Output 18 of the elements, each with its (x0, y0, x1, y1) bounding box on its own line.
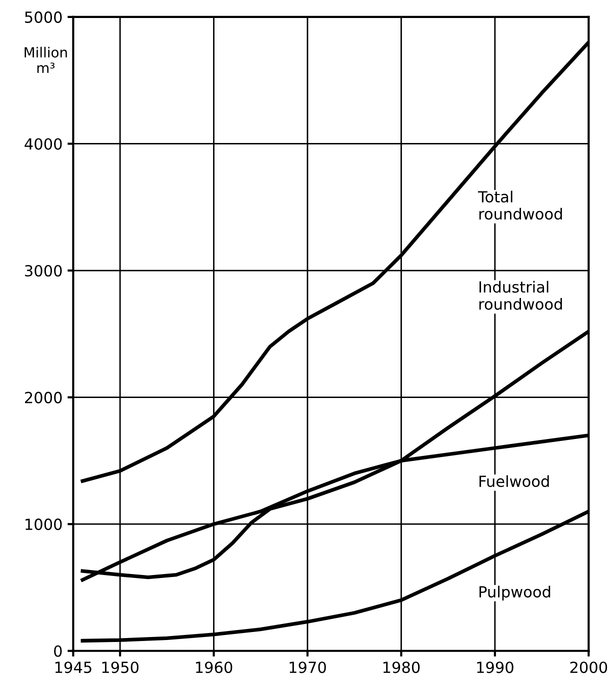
x-tick-label: 2000 (570, 662, 608, 674)
series-label: Total roundwood (478, 190, 562, 220)
series-label: Pulpwood (480, 586, 550, 601)
y-tick-label: 2000 (25, 392, 62, 404)
x-tick-label: 1950 (102, 662, 138, 674)
x-tick-label: 1990 (477, 662, 514, 674)
x-tick-label: 1970 (290, 662, 326, 674)
y-tick-label: 3000 (25, 264, 62, 277)
x-tick-label: 1945 (55, 662, 92, 674)
y-axis-title: Million m³ (24, 46, 67, 73)
x-tick-label: 1980 (383, 662, 420, 674)
text: Industrial roundwood (479, 280, 562, 310)
x-tick-label: 1960 (196, 662, 232, 674)
y-tick-label: 4000 (24, 138, 62, 150)
y-tick-label: 0 (54, 645, 62, 657)
y-tick-label: 5000 (25, 11, 62, 23)
y-tick-label: 1000 (26, 518, 62, 530)
series-label: Fuelwood (480, 475, 549, 488)
